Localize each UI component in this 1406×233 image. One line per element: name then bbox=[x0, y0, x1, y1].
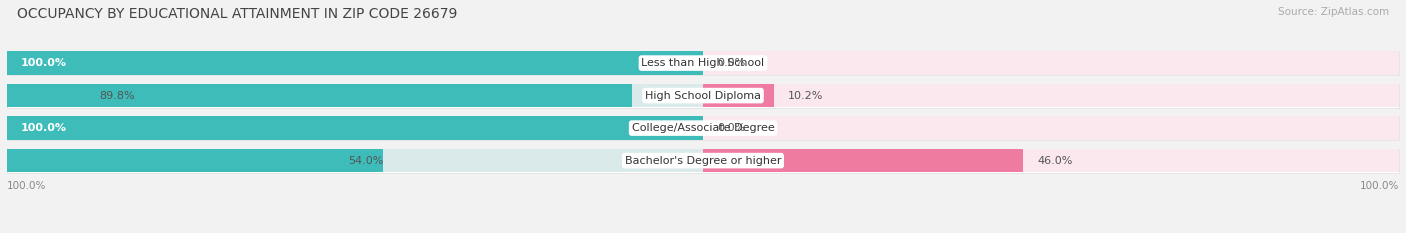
Text: 0.0%: 0.0% bbox=[717, 58, 745, 68]
Bar bbox=[703, 84, 1399, 107]
Bar bbox=[7, 149, 703, 172]
Text: 100.0%: 100.0% bbox=[21, 58, 67, 68]
Text: 10.2%: 10.2% bbox=[787, 91, 824, 101]
Bar bbox=[7, 51, 703, 75]
Text: 46.0%: 46.0% bbox=[1038, 156, 1073, 166]
Bar bbox=[7, 51, 1399, 75]
Text: Source: ZipAtlas.com: Source: ZipAtlas.com bbox=[1278, 7, 1389, 17]
Bar bbox=[7, 84, 1399, 108]
Bar bbox=[703, 149, 1024, 172]
Bar bbox=[7, 51, 703, 75]
Text: OCCUPANCY BY EDUCATIONAL ATTAINMENT IN ZIP CODE 26679: OCCUPANCY BY EDUCATIONAL ATTAINMENT IN Z… bbox=[17, 7, 457, 21]
Bar bbox=[7, 84, 633, 107]
Bar bbox=[703, 149, 1399, 172]
Text: College/Associate Degree: College/Associate Degree bbox=[631, 123, 775, 133]
Text: 100.0%: 100.0% bbox=[21, 123, 67, 133]
Text: 54.0%: 54.0% bbox=[349, 156, 384, 166]
Text: High School Diploma: High School Diploma bbox=[645, 91, 761, 101]
Bar bbox=[703, 116, 1399, 140]
Bar bbox=[703, 84, 773, 107]
Text: 89.8%: 89.8% bbox=[98, 91, 135, 101]
Bar bbox=[7, 84, 703, 107]
Text: Bachelor's Degree or higher: Bachelor's Degree or higher bbox=[624, 156, 782, 166]
Bar bbox=[7, 116, 703, 140]
Text: 100.0%: 100.0% bbox=[7, 181, 46, 191]
Bar bbox=[703, 51, 1399, 75]
Bar bbox=[7, 116, 703, 140]
Text: 100.0%: 100.0% bbox=[1360, 181, 1399, 191]
Bar bbox=[7, 149, 1399, 173]
Text: Less than High School: Less than High School bbox=[641, 58, 765, 68]
Bar bbox=[7, 116, 1399, 140]
Text: 0.0%: 0.0% bbox=[717, 123, 745, 133]
Bar bbox=[7, 149, 382, 172]
